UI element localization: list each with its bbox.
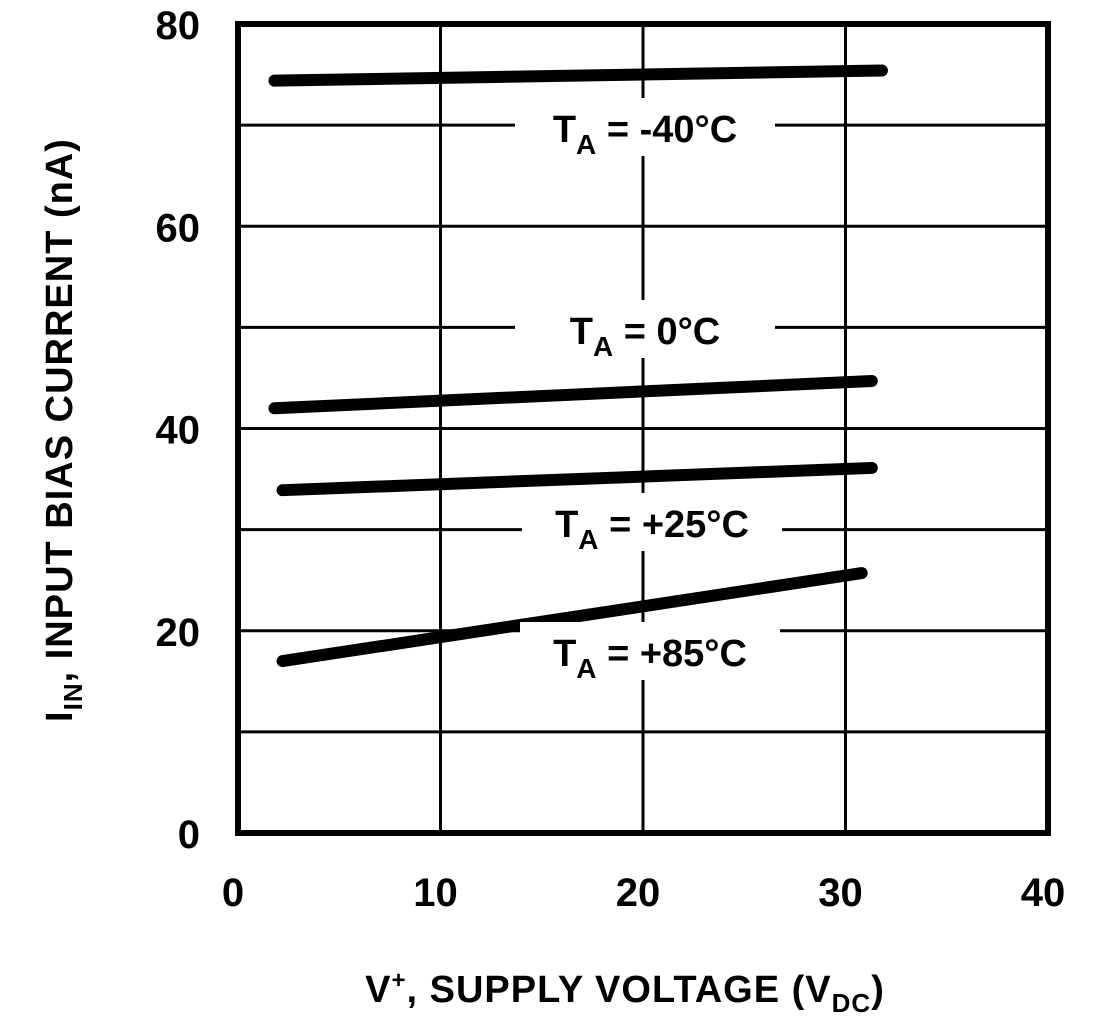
y-tick-label: 60 <box>156 206 201 250</box>
series-label-sub: A <box>593 331 613 362</box>
y-tick-label: 0 <box>178 813 200 857</box>
series-label-rest: = +85°C <box>597 633 747 675</box>
series-label-background <box>515 98 775 156</box>
y-tick-label: 40 <box>156 409 201 453</box>
series-line <box>268 64 888 87</box>
x-tick-label: 10 <box>413 871 458 915</box>
series-labels: TA = -40°CTA = 0°CTA = +25°CTA = +85°C <box>515 98 782 684</box>
series-label-t: T <box>553 633 576 675</box>
series-label-rest: = 0°C <box>613 311 720 353</box>
series-label-sub: A <box>576 653 596 684</box>
x-axis-title: V+, SUPPLY VOLTAGE (VDC) <box>365 967 885 1018</box>
series-label: TA = +85°C <box>553 633 747 684</box>
x-tick-label: 40 <box>1021 871 1066 915</box>
series-label: TA = +25°C <box>555 504 749 555</box>
series-label: TA = 0°C <box>570 311 721 362</box>
x-tick-label: 20 <box>616 871 661 915</box>
x-tick-label: 0 <box>222 871 244 915</box>
series-label-t: T <box>553 109 576 151</box>
series-label-background <box>520 622 780 680</box>
series-label: TA = -40°C <box>553 109 737 160</box>
y-tick-label: 80 <box>156 4 201 48</box>
plot-frame <box>235 21 1051 836</box>
series-label-t: T <box>555 504 578 546</box>
x-axis-title-end: ) <box>871 969 885 1011</box>
x-axis-title-main: V <box>365 969 391 1011</box>
x-axis-title-rest: , SUPPLY VOLTAGE (V <box>407 969 832 1011</box>
series-label-t: T <box>570 311 593 353</box>
tick-labels: 0 10 20 30 40 0 20 40 60 80 <box>156 4 1066 915</box>
series-lines <box>268 64 888 668</box>
series-label-sub: A <box>578 524 598 555</box>
x-axis-title-sub: DC <box>832 988 872 1018</box>
x-axis-title-sup: + <box>392 967 407 994</box>
series-line <box>276 461 878 497</box>
y-axis-title: IIN, INPUT BIAS CURRENT (nA) <box>39 138 88 722</box>
y-tick-label: 20 <box>156 611 201 655</box>
series-label-rest: = -40°C <box>596 109 737 151</box>
y-axis-title-sub: IN <box>58 682 88 710</box>
series-label-rest: = +25°C <box>599 504 749 546</box>
y-axis-title-main: I <box>39 710 81 722</box>
y-axis-title-rest: , INPUT BIAS CURRENT (nA) <box>39 138 81 682</box>
x-tick-label: 30 <box>818 871 863 915</box>
series-label-background <box>515 300 775 358</box>
series-label-sub: A <box>576 129 596 160</box>
series-line <box>268 374 878 415</box>
series-label-background <box>522 493 782 551</box>
series-line <box>276 567 868 668</box>
